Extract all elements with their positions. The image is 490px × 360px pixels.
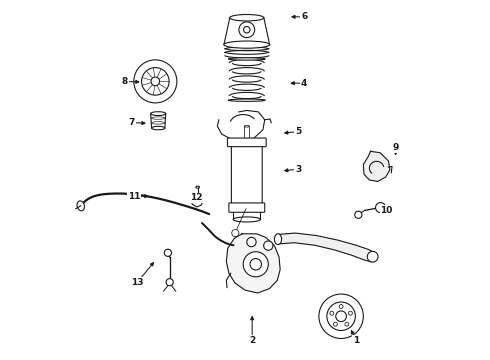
Circle shape <box>333 322 337 326</box>
Circle shape <box>166 279 173 286</box>
Ellipse shape <box>274 234 282 244</box>
Text: 5: 5 <box>295 127 301 136</box>
Text: 8: 8 <box>122 77 128 86</box>
Polygon shape <box>226 234 280 293</box>
Text: 11: 11 <box>127 192 140 201</box>
Circle shape <box>250 258 262 270</box>
Text: 1: 1 <box>353 336 359 345</box>
FancyBboxPatch shape <box>229 203 265 212</box>
Text: 4: 4 <box>301 79 307 88</box>
Circle shape <box>164 249 171 256</box>
Text: 9: 9 <box>392 143 399 152</box>
Ellipse shape <box>224 41 270 48</box>
Circle shape <box>239 22 255 38</box>
Circle shape <box>319 294 364 338</box>
Circle shape <box>243 252 269 277</box>
Ellipse shape <box>233 217 260 222</box>
Polygon shape <box>364 151 390 181</box>
Circle shape <box>244 27 250 33</box>
Circle shape <box>232 229 239 237</box>
FancyBboxPatch shape <box>231 145 262 206</box>
Ellipse shape <box>228 58 265 60</box>
Ellipse shape <box>228 99 265 102</box>
Circle shape <box>142 68 169 95</box>
Circle shape <box>330 311 334 315</box>
Text: 7: 7 <box>129 118 135 127</box>
Text: 3: 3 <box>295 165 301 174</box>
Ellipse shape <box>77 201 84 211</box>
Circle shape <box>247 237 256 247</box>
Circle shape <box>264 241 273 250</box>
Circle shape <box>336 311 346 321</box>
Text: 10: 10 <box>380 206 393 215</box>
Text: 12: 12 <box>190 193 203 202</box>
Polygon shape <box>277 233 375 262</box>
Text: 13: 13 <box>131 278 144 287</box>
Circle shape <box>339 305 343 309</box>
Circle shape <box>327 302 355 330</box>
Text: 2: 2 <box>249 336 255 345</box>
Ellipse shape <box>196 186 199 188</box>
Circle shape <box>375 203 386 213</box>
Circle shape <box>134 60 177 103</box>
Ellipse shape <box>151 126 165 130</box>
Circle shape <box>348 311 352 315</box>
Ellipse shape <box>230 14 264 21</box>
Circle shape <box>368 251 378 262</box>
Circle shape <box>151 77 160 86</box>
Circle shape <box>345 322 349 326</box>
Text: 6: 6 <box>301 12 307 21</box>
Circle shape <box>355 211 362 219</box>
Ellipse shape <box>245 125 249 127</box>
Ellipse shape <box>151 112 166 116</box>
FancyBboxPatch shape <box>227 138 266 147</box>
